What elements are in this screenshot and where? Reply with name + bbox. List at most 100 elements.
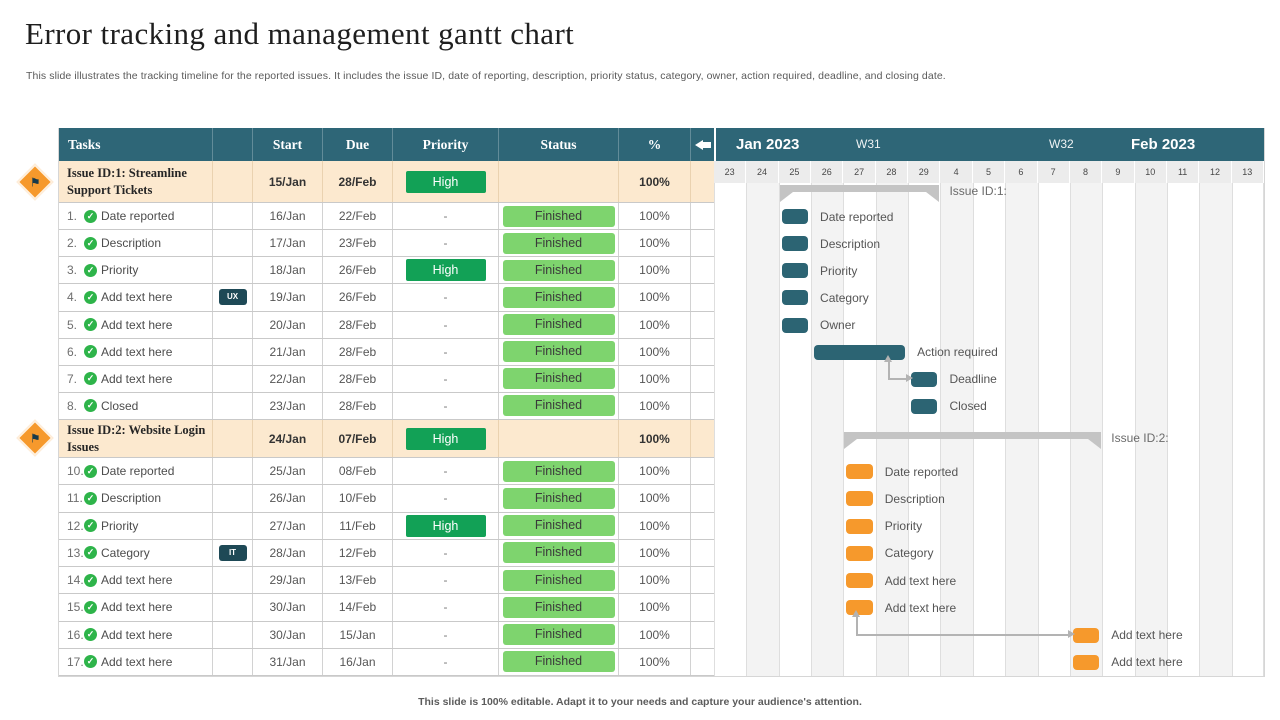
percent-cell: 100% [619,485,691,512]
gantt-bar [781,209,809,225]
task-name-cell: Issue ID:2: Website Login Issues [59,420,213,457]
task-row: 5. ✓ Add text here 20/Jan 28/Feb - Finished 100… [59,311,714,339]
status-cell: Finished [499,365,619,392]
task-name: Add text here [101,627,173,642]
column-header-start: Start [253,128,323,161]
column-gridline [1199,183,1201,676]
check-icon: ✓ [84,464,97,478]
task-row: 4. ✓ Add text here UX 19/Jan 26/Feb - Finished 1… [59,284,714,312]
due-cell: 28/Feb [323,392,393,419]
priority-badge: High [405,259,486,282]
start-cell: 17/Jan [253,230,323,257]
gantt-bar [781,317,809,333]
tag-cell [213,311,253,338]
tag-cell [213,392,253,419]
start-cell: 27/Jan [253,512,323,539]
start-cell: 30/Jan [253,594,323,621]
task-name: Date reported [101,464,175,479]
gantt-bar [846,518,873,534]
spacer-cell [691,540,714,566]
task-name: Category [101,545,150,560]
start-cell: 22/Jan [253,365,323,392]
summary-end-right [1088,439,1102,449]
priority-cell: - [393,230,499,257]
status-badge: Finished [502,460,615,482]
column-stripe [1134,183,1167,676]
task-number: 11. [67,491,83,506]
start-cell: 18/Jan [253,257,323,284]
timeline-day-cell: 4 [940,161,973,183]
start-cell: 16/Jan [253,203,323,230]
check-icon: ✓ [84,600,97,614]
tag-cell [213,365,253,392]
timeline-day-cell: 10 [1134,161,1167,183]
priority-cell: - [393,458,499,485]
status-cell: Finished [499,539,619,566]
spacer-cell [691,594,714,620]
column-gridline [714,183,715,676]
priority-cell: High [393,161,499,202]
start-cell: 25/Jan [253,458,323,485]
percent-cell: 100% [619,458,691,485]
check-icon: ✓ [84,546,97,560]
check-icon: ✓ [84,399,97,413]
task-number: 4. [67,290,78,305]
percent-cell: 100% [619,392,691,419]
gantt-bar [846,464,873,480]
task-name: Add text here [101,600,173,615]
gantt-bar [1072,627,1100,643]
percent-cell: 100% [619,594,691,621]
column-stripe [746,183,779,676]
percent-cell: 100% [619,203,691,230]
task-name: Closed [101,398,139,413]
tag-cell: IT [213,539,253,566]
spacer-cell [691,230,714,256]
task-number: 13. [67,545,84,560]
gantt-bar-label: Date reported [820,209,894,224]
column-header-tag [213,128,253,161]
due-cell: 13/Feb [323,567,393,594]
priority-cell: High [393,420,499,457]
status-cell: Finished [499,257,619,284]
gantt-bar-label: Deadline [949,372,997,387]
percent-cell: 100% [619,648,691,675]
start-cell: 15/Jan [253,161,323,202]
status-cell: Finished [499,338,619,365]
gantt-bar-label: Add text here [1111,628,1183,643]
tag-cell [213,648,253,675]
priority-cell: - [393,338,499,365]
status-badge: Finished [502,259,615,281]
tag-cell [213,594,253,621]
spacer-cell [691,649,714,675]
column-header-due: Due [323,128,393,161]
issue-group-title: Issue ID:1: Streamline Support Tickets [67,166,187,197]
connector-horizontal [855,634,1068,637]
timeline-day-cell: 5 [972,161,1006,183]
task-name-cell: 4. ✓ Add text here [59,284,213,311]
percent-cell: 100% [619,420,691,457]
tag-cell [213,512,253,539]
gantt-bar [781,236,809,252]
timeline-day-cell: 9 [1102,161,1135,183]
footer-note: This slide is 100% editable. Adapt it to… [418,696,862,708]
status-cell: Finished [499,567,619,594]
status-cell: Finished [499,458,619,485]
tag-cell [213,257,253,284]
tag-cell [213,230,253,257]
gantt-bar-label: Priority [884,519,923,534]
column-gridline [908,183,910,676]
task-name: Description [101,491,162,506]
task-name: Description [101,236,162,251]
page-subtitle: This slide illustrates the tracking time… [26,70,946,82]
tag-cell [213,420,253,457]
connector-arrow-right-icon [1067,630,1075,639]
column-stripe [1069,183,1103,676]
spacer-cell [691,567,714,593]
gantt-bar [911,398,938,414]
timeline-month-label: Jan 2023 [736,136,800,153]
spacer-cell [691,161,714,202]
task-row: 14. ✓ Add text here 29/Jan 13/Feb - Finished 10… [59,567,714,595]
task-name-cell: 11. ✓ Description [59,485,213,512]
timeline-day-cell: 6 [1005,161,1038,183]
